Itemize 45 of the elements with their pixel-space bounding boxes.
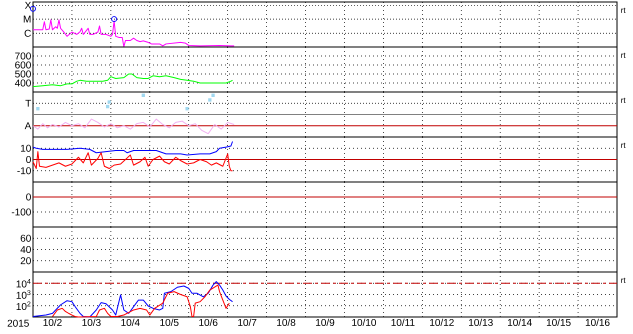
ref-line-label: C	[24, 30, 31, 37]
y-tick-label: 10$^{3}$	[16, 290, 30, 299]
y-tick-label: 0	[26, 156, 31, 164]
y-tick-label: 500	[15, 70, 31, 78]
point	[208, 98, 212, 102]
x-tick-label: 10/8	[277, 318, 296, 326]
line-series	[52, 284, 230, 318]
x-tick-label: 10/13	[469, 318, 493, 326]
x-tick-label: 10/12	[430, 318, 454, 326]
point	[185, 107, 189, 110]
ref-line-label: X	[24, 2, 32, 9]
ref-line-label: A	[24, 122, 32, 130]
x-tick-label: 10/11	[392, 318, 414, 326]
x-tick-label: 10/15	[546, 318, 571, 326]
x-tick-label: 10/4	[121, 318, 140, 326]
x-tick-label: 10/6	[199, 318, 218, 326]
x-tick-label: 10/3	[82, 318, 101, 326]
x-tick-label: 10/2	[44, 318, 62, 326]
y-tick-label: -10	[17, 167, 31, 174]
point	[36, 107, 40, 110]
x-tick-label: 10/10	[352, 318, 376, 326]
ref-line-label: T	[25, 100, 32, 107]
y-tick-label: 700	[15, 52, 31, 60]
y-tick-label: 10$^{4}$	[16, 278, 31, 288]
point	[142, 94, 145, 97]
x-tick-label: 10/14	[508, 318, 532, 326]
y-tick-label: 20	[20, 257, 31, 264]
y-tick-label: 10$^{2}$	[16, 301, 30, 310]
x-tick-label: 10/16	[586, 318, 610, 326]
x-tick-label: 10/7	[238, 318, 256, 326]
x-tick-label: 10/5	[160, 318, 179, 326]
y-tick-label: 60	[20, 234, 31, 242]
y-tick-label: 40	[20, 246, 31, 254]
x-axis-title: 2015	[8, 320, 29, 327]
x-tick-label: 10/9	[316, 318, 334, 326]
point	[108, 100, 111, 104]
y-tick-label: 600	[15, 61, 31, 69]
y-tick-label: 10	[20, 144, 31, 152]
ref-line-label: M	[24, 16, 30, 23]
y-tick-label: 0	[26, 193, 31, 201]
point	[211, 94, 215, 97]
point	[106, 104, 110, 108]
y-tick-label: 400	[14, 79, 31, 87]
y-tick-label: -100	[12, 208, 31, 216]
line-series	[32, 281, 234, 318]
